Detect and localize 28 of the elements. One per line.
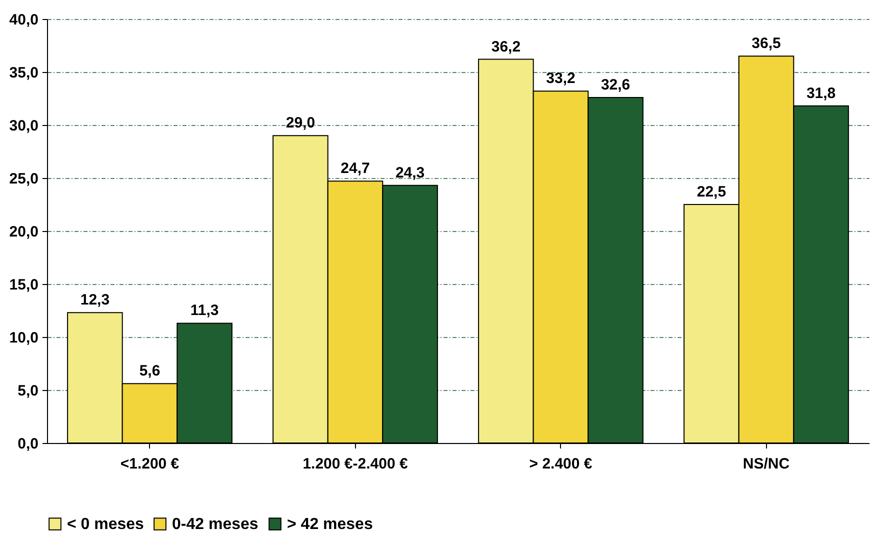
x-tick-label: NS/NC [742,456,790,472]
data-label: 11,3 [190,302,219,320]
data-label: 24,7 [340,160,370,178]
data-label: 36,2 [491,38,521,56]
data-label: 31,8 [806,84,836,102]
legend-label: > 42 meses [287,516,373,533]
y-tick-label: 5,0 [18,382,38,400]
legend-label: < 0 meses [67,516,144,533]
legend-label: 0-42 meses [172,516,258,533]
x-tick-label: 1.200 €-2.400 € [302,456,408,472]
data-label: 24,3 [395,164,425,182]
data-label: 33,2 [546,70,576,88]
data-label: 29,0 [286,114,316,132]
x-tick-label: <1.200 € [120,456,180,472]
data-label: 22,5 [696,184,726,200]
y-tick-label: 15,0 [9,276,38,294]
data-label: 36,5 [752,35,781,52]
data-label: 5,6 [139,362,160,380]
y-tick-label: 40,0 [9,12,38,28]
y-tick-label: 10,0 [9,330,38,346]
data-label: 32,6 [600,76,630,94]
y-tick-label: 25,0 [9,170,38,188]
y-tick-label: 35,0 [9,64,38,82]
data-label: 12,3 [80,292,110,309]
y-tick-label: 20,0 [9,224,38,240]
y-tick-label: 30,0 [9,118,38,134]
x-tick-label: > 2.400 € [529,456,593,472]
y-tick-label: 0,0 [18,436,38,452]
